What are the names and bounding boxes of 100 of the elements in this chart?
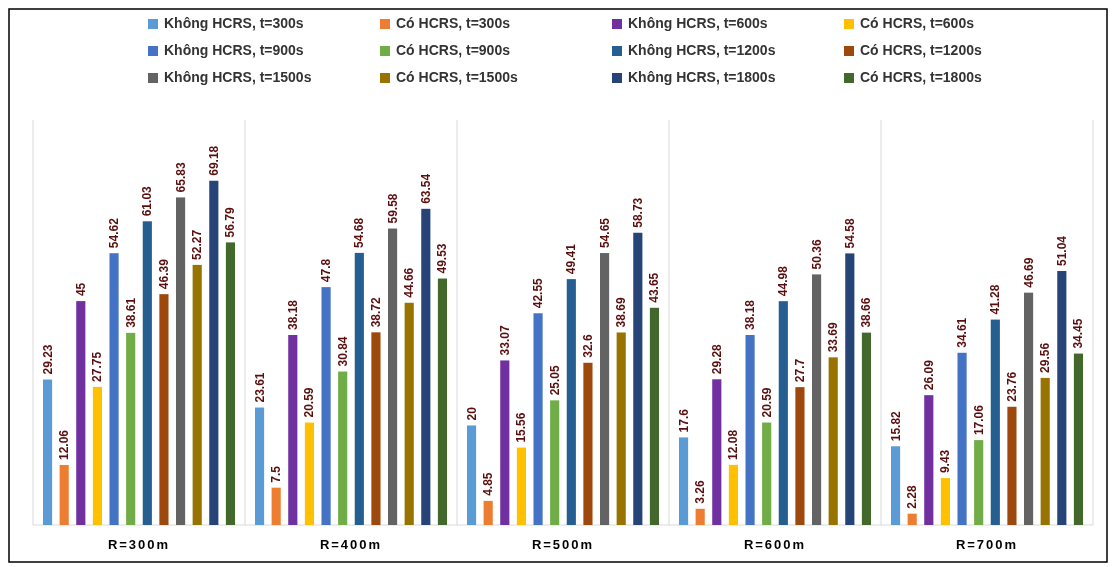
bar: [42, 379, 53, 525]
x-tick-label: R=400m: [319, 537, 383, 552]
bar: [1024, 292, 1034, 525]
data-label: 54.68: [352, 217, 367, 248]
data-label: 38.69: [614, 297, 629, 328]
data-label: 43.65: [647, 272, 662, 303]
bar: [371, 332, 381, 525]
data-label: 49.41: [564, 243, 579, 275]
legend-label: Có HCRS, t=600s: [860, 15, 975, 31]
data-label: 59.58: [385, 193, 400, 224]
legend-label: Có HCRS, t=300s: [396, 15, 511, 31]
data-label: 27.7: [792, 358, 807, 383]
data-label: 29.23: [40, 344, 55, 375]
bar: [159, 294, 169, 525]
data-label: 3.26: [693, 480, 708, 504]
bar: [109, 253, 119, 525]
bar: [566, 279, 576, 525]
bar: [388, 228, 398, 525]
data-label: 20.59: [302, 387, 317, 418]
data-label: 9.43: [938, 449, 953, 474]
legend-label: Không HCRS, t=1200s: [628, 42, 776, 58]
data-label: 17.06: [971, 404, 986, 436]
bar: [907, 513, 917, 525]
bar: [1040, 377, 1050, 525]
bar: [890, 446, 901, 525]
bar: [354, 252, 364, 525]
bar: [678, 437, 689, 525]
bar: [600, 253, 610, 525]
data-label: 49.53: [435, 243, 450, 274]
data-label: 17.6: [676, 408, 691, 433]
bar: [778, 301, 788, 525]
data-label: 12.06: [57, 429, 72, 460]
data-label: 7.5: [269, 465, 284, 483]
bar: [990, 319, 1000, 525]
bar: [321, 287, 331, 525]
data-label: 47.8: [319, 258, 334, 283]
data-label: 42.55: [531, 277, 546, 309]
data-label: 27.75: [90, 351, 105, 382]
data-label: 65.83: [173, 162, 188, 193]
bar: [533, 313, 543, 525]
data-label: 38.18: [743, 299, 758, 331]
data-label: 38.18: [285, 299, 300, 331]
bar: [338, 371, 348, 525]
data-label: 33.07: [497, 325, 512, 356]
bar: [271, 487, 281, 525]
data-label: 15.56: [514, 412, 529, 443]
data-label: 61.03: [140, 185, 155, 217]
bar: [762, 422, 772, 525]
bar: [649, 307, 660, 525]
data-label: 29.28: [709, 343, 724, 375]
data-label: 46.39: [156, 258, 171, 290]
data-label: 33.69: [826, 322, 841, 353]
data-label: 2.28: [905, 484, 920, 509]
legend-label: Có HCRS, t=1500s: [396, 69, 518, 85]
bar: [550, 400, 560, 525]
bar: [616, 332, 626, 525]
legend-label: Không HCRS, t=300s: [164, 15, 304, 31]
bar: [404, 302, 414, 525]
data-label: 34.45: [1071, 318, 1086, 349]
legend-label: Không HCRS, t=1800s: [628, 69, 776, 85]
data-label: 38.61: [123, 297, 138, 328]
data-label: 4.85: [481, 472, 496, 496]
x-tick-label: R=500m: [531, 537, 595, 552]
legend-label: Không HCRS, t=900s: [164, 42, 304, 58]
bar: [940, 478, 950, 525]
data-label: 45: [73, 282, 88, 297]
bar: [957, 352, 967, 525]
data-label: 44.98: [776, 265, 791, 297]
bar: [1057, 271, 1067, 525]
bar: [500, 360, 510, 525]
bar: [437, 278, 448, 525]
bar: [924, 395, 934, 525]
data-label: 20.59: [759, 387, 774, 418]
bar: [304, 422, 314, 525]
data-label: 52.27: [190, 229, 205, 260]
data-label: 54.62: [107, 217, 122, 249]
data-label: 38.66: [859, 297, 874, 328]
bar: [209, 180, 219, 525]
bar: [92, 386, 102, 525]
data-label: 23.61: [252, 372, 267, 403]
data-label: 54.58: [842, 218, 857, 249]
data-label: 30.84: [335, 336, 350, 367]
bar: [745, 335, 755, 525]
legend-label: Có HCRS, t=1200s: [860, 42, 982, 58]
bar: [861, 332, 872, 525]
legend-label: Có HCRS, t=900s: [396, 42, 511, 58]
data-label: 46.69: [1021, 257, 1036, 288]
bar: [845, 253, 855, 525]
bar: [1073, 353, 1084, 525]
bar: [1007, 406, 1017, 525]
bar: [695, 508, 705, 525]
bar: [176, 197, 186, 525]
bar: [812, 274, 822, 525]
bar: [974, 440, 984, 525]
bar: [76, 301, 86, 525]
data-label: 32.6: [580, 334, 595, 358]
bar: [126, 332, 136, 525]
data-label: 51.04: [1054, 235, 1069, 267]
data-label: 41.28: [988, 284, 1003, 315]
bar: [712, 379, 722, 525]
